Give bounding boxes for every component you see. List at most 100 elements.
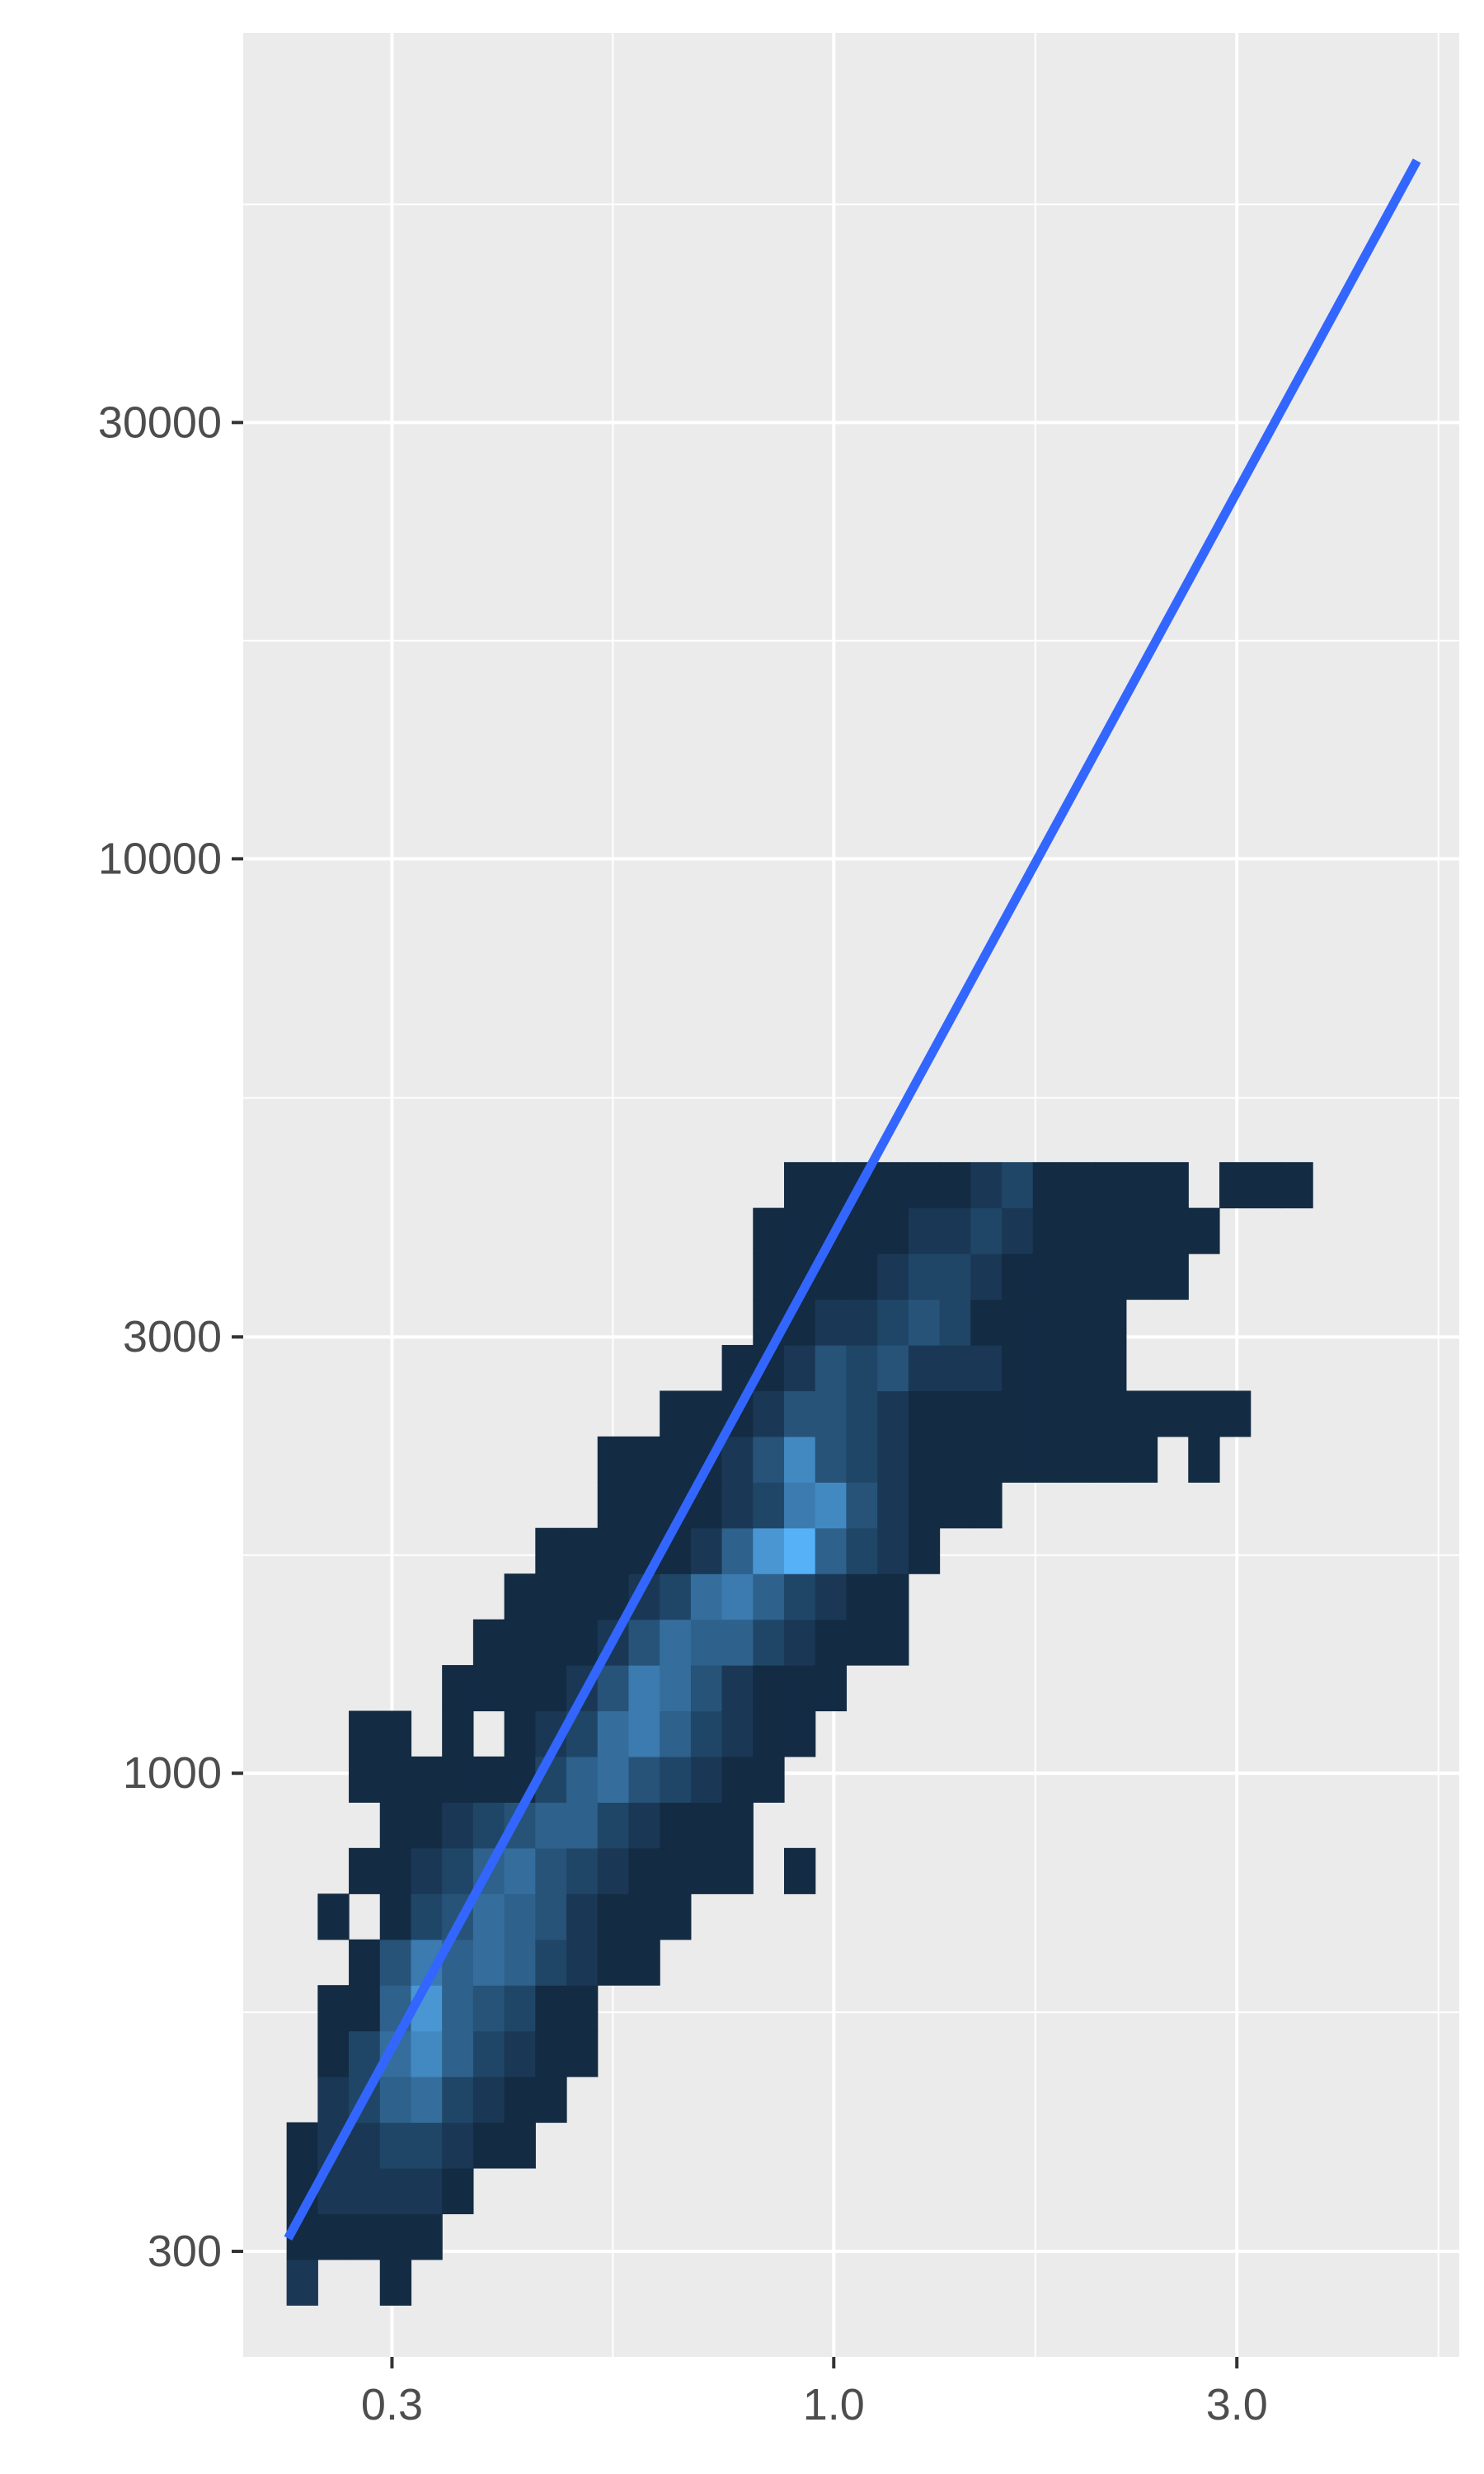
bin-tile (472, 2030, 505, 2077)
bin-tile (566, 1527, 599, 1574)
bin-tile (690, 1390, 723, 1437)
bin-tile (939, 1162, 971, 1209)
bin-tile (908, 1436, 941, 1483)
bin-tile (877, 1207, 909, 1254)
bin-tile (628, 1893, 660, 1940)
bin-tile (877, 1527, 909, 1574)
bin-tile (721, 1710, 754, 1757)
bin-tile (815, 1573, 848, 1620)
y-tick-label: 3000 (123, 1312, 222, 1362)
bin-tile (1157, 1207, 1189, 1254)
bin-tile (784, 1162, 816, 1209)
bin-tile (753, 1390, 785, 1437)
bin-tile (1032, 1390, 1065, 1437)
bin-tile (535, 1893, 567, 1940)
bin-tile (504, 1985, 536, 2032)
bin-tile (690, 1573, 723, 1620)
bin-tile (472, 1619, 505, 1666)
bin-tile (442, 2167, 474, 2214)
bin-tile (1188, 1436, 1220, 1483)
bin-tiles (286, 1162, 1313, 2306)
bin-tile (970, 1390, 1003, 1437)
bin-tile (908, 1299, 941, 1346)
bin-tile (908, 1162, 941, 1209)
bin-tile (597, 1665, 630, 1712)
bin-tile (660, 1573, 692, 1620)
bin-tile (660, 1756, 692, 1803)
bin-tile (379, 1710, 412, 1757)
bin-tile (815, 1619, 848, 1666)
bin-tile (721, 1756, 754, 1803)
bin-tile (597, 1893, 630, 1940)
bin-tile (379, 1756, 412, 1803)
bin-tile (877, 1390, 909, 1437)
bin-tile (690, 1710, 723, 1757)
bin-tile (1064, 1344, 1096, 1392)
bin-tile (442, 1847, 474, 1894)
bin-tile (472, 2077, 505, 2124)
bin-tile (1219, 1162, 1252, 1209)
bin-tile (628, 1710, 660, 1757)
bin-tile (504, 1573, 536, 1620)
bin-tile (877, 1344, 909, 1392)
y-axis: 300 1000 3000 10000 30000 (98, 397, 243, 2276)
bin-tile (411, 2077, 443, 2124)
bin-tile (877, 1436, 909, 1483)
bin-tile (690, 1756, 723, 1803)
bin-tile (846, 1436, 878, 1483)
bin-tile (1188, 1390, 1220, 1437)
bin-tile (1001, 1436, 1034, 1483)
bin-tile (1125, 1207, 1158, 1254)
bin-tile (379, 2259, 412, 2306)
bin-tile (1095, 1162, 1127, 1209)
bin-tile (1064, 1207, 1096, 1254)
bin-tile (784, 1847, 816, 1894)
bin-tile (535, 2030, 567, 2077)
bin-tile (1125, 1390, 1158, 1437)
bin-tile (753, 1436, 785, 1483)
bin-tile (721, 1482, 754, 1529)
x-axis: 0.3 1.0 3.0 (361, 2357, 1268, 2429)
bin-tile (908, 1390, 941, 1437)
bin-tile (939, 1390, 971, 1437)
bin-tile (411, 1847, 443, 1894)
bin-tile (908, 1482, 941, 1529)
bin-tile (349, 1985, 381, 2032)
bin-tile (784, 1710, 816, 1757)
bin-tile (753, 1756, 785, 1803)
bin-tile (1125, 1253, 1158, 1300)
bin-tile (504, 1665, 536, 1712)
bin-tile (628, 1802, 660, 1849)
bin-tile (566, 1847, 599, 1894)
bin-tile (908, 1253, 941, 1300)
bin-tile (1064, 1253, 1096, 1300)
bin-tile (286, 2122, 318, 2169)
bin-tile (721, 1573, 754, 1620)
bin-tile (535, 1527, 567, 1574)
bin-tile (939, 1344, 971, 1392)
bin-tile (1157, 1162, 1189, 1209)
bin-tile (535, 2077, 567, 2124)
bin-tile (1032, 1436, 1065, 1483)
bin-tile (970, 1162, 1003, 1209)
bin-tile (472, 1985, 505, 2032)
bin-tile (1125, 1162, 1158, 1209)
bin-tile (1032, 1207, 1065, 1254)
bin-tile (970, 1299, 1003, 1346)
bin-tile (939, 1253, 971, 1300)
bin-tile (846, 1573, 878, 1620)
bin-tile (317, 2030, 350, 2077)
bin-tile (660, 1665, 692, 1712)
bin-tile (877, 1162, 909, 1209)
bin-tile (660, 1390, 692, 1437)
bin-tile (721, 1619, 754, 1666)
bin-tile (628, 1847, 660, 1894)
bin-tile (535, 1573, 567, 1620)
bin-tile (472, 1893, 505, 1940)
bin-tile (379, 1939, 412, 1986)
bin-tile (908, 1527, 941, 1574)
bin-tile (504, 2122, 536, 2169)
bin-tile (442, 1802, 474, 1849)
bin-tile (379, 2122, 412, 2169)
